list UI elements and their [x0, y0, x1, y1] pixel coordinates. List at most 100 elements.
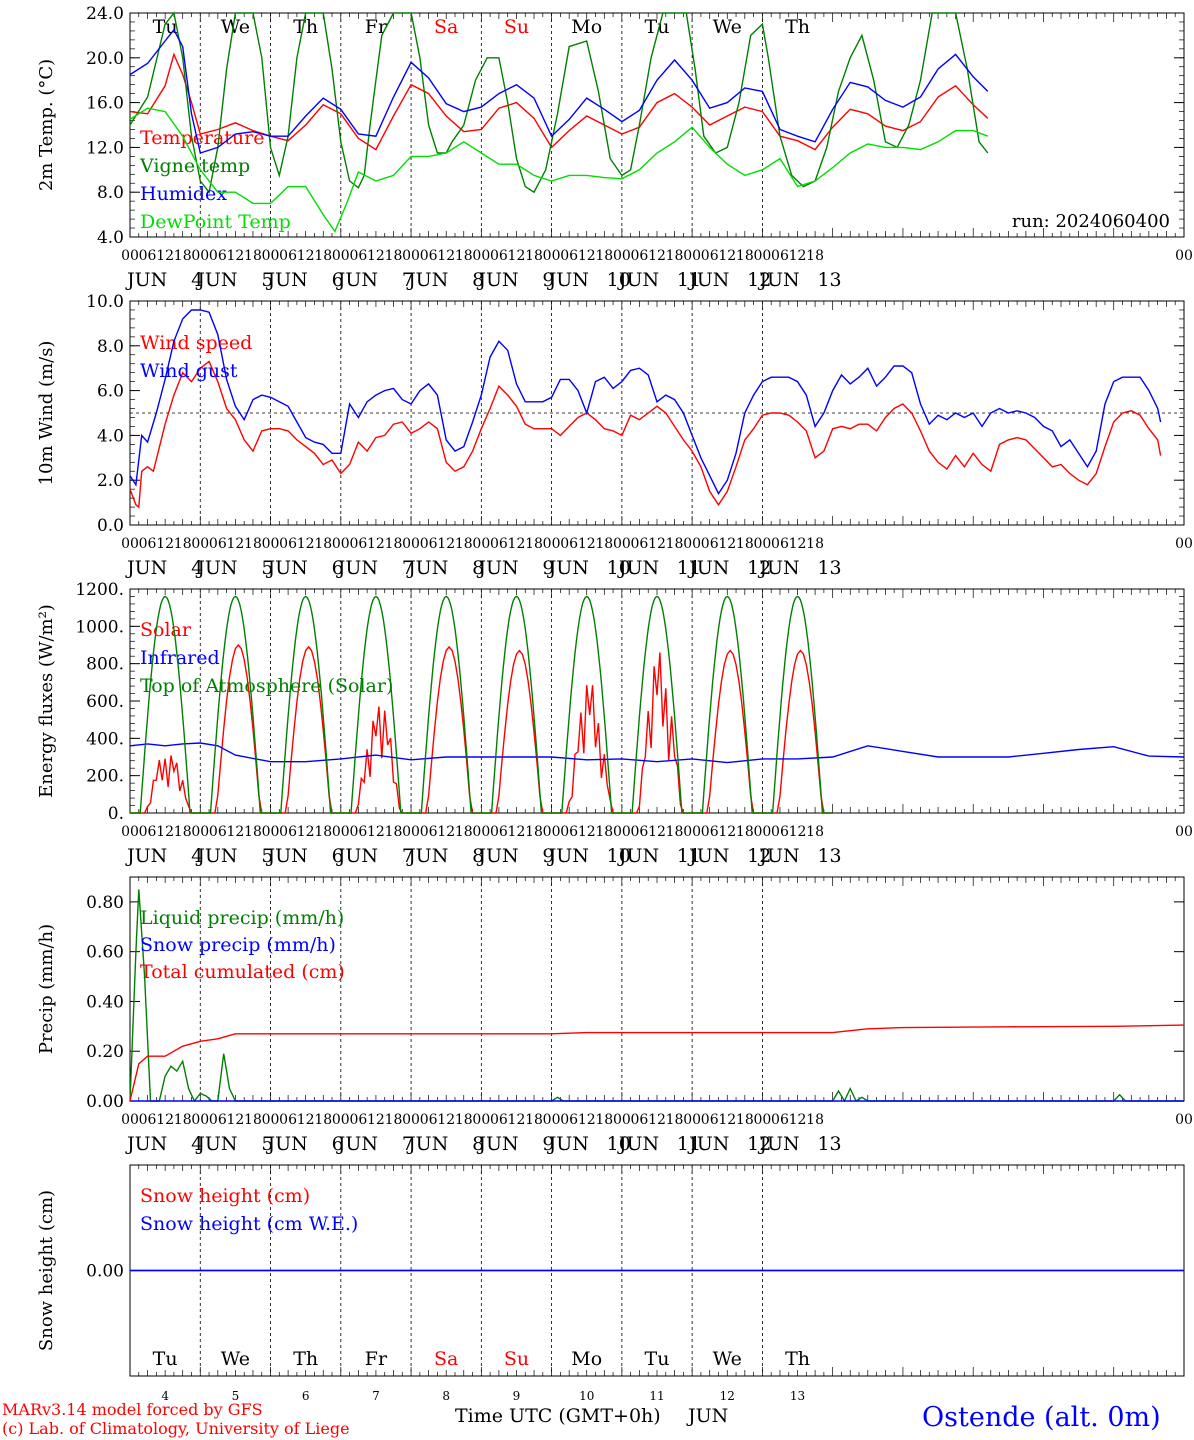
- date-month-label: JUN: [125, 557, 167, 579]
- hour-tick-label: 18: [806, 248, 824, 264]
- weekday-label: We: [221, 16, 250, 38]
- date-day-label: 8: [472, 845, 484, 867]
- date-day-label: 5: [261, 845, 273, 867]
- hour-tick-label: 18: [455, 248, 473, 264]
- date-day-label: 7: [402, 1133, 414, 1155]
- hour-tick-label: 00: [613, 824, 631, 840]
- series-line: [129, 28, 989, 154]
- hour-tick-label: 06: [349, 248, 367, 264]
- hour-tick-label: 00: [191, 248, 209, 264]
- hour-tick-label: 18: [244, 536, 262, 552]
- y-axis-label: Snow height (cm): [36, 1190, 57, 1351]
- y-tick-label: 16.0: [86, 94, 124, 114]
- weekday-label: Th: [785, 16, 810, 38]
- hour-tick-label: 06: [631, 824, 649, 840]
- date-day-label: 10: [607, 1133, 631, 1155]
- date-month-label: JUN: [547, 269, 589, 291]
- hour-tick-label: 12: [437, 824, 455, 840]
- date-day-label: 12: [747, 845, 771, 867]
- y-tick-label: 12.0: [86, 138, 124, 158]
- date-month-label: JUN: [476, 845, 518, 867]
- hour-tick-label: 18: [244, 824, 262, 840]
- date-month-label: JUN: [336, 845, 378, 867]
- date-day-label: 13: [817, 1133, 841, 1155]
- date-month-label: JUN: [266, 269, 308, 291]
- series-line: [129, 52, 989, 151]
- hour-tick-label: 00: [332, 536, 350, 552]
- date-month-label: JUN: [125, 845, 167, 867]
- hour-tick-label: 18: [666, 1112, 684, 1128]
- hour-tick-label: 12: [508, 536, 526, 552]
- legend-entry: Solar: [140, 619, 192, 641]
- date-day-label: 13: [817, 845, 841, 867]
- hour-tick-label: 18: [595, 248, 613, 264]
- hour-tick-label: 00: [472, 536, 490, 552]
- hour-tick-label: 00: [121, 536, 139, 552]
- hour-tick-label: 06: [771, 536, 789, 552]
- hour-tick-label: 12: [156, 248, 174, 264]
- hour-tick-label: 12: [367, 1112, 385, 1128]
- y-tick-label: 2.0: [97, 471, 124, 491]
- date-day-label: 10: [579, 1389, 594, 1403]
- hour-tick-label: 18: [314, 824, 332, 840]
- weekday-label: Tu: [153, 1348, 178, 1370]
- date-month-label: JUN: [617, 845, 659, 867]
- hour-tick-label: 18: [385, 536, 403, 552]
- date-day-label: 7: [402, 269, 414, 291]
- hour-tick-label: 12: [437, 248, 455, 264]
- hour-tick-label: 00: [683, 1112, 701, 1128]
- date-month-label: JUN: [266, 845, 308, 867]
- hour-tick-label: 12: [648, 1112, 666, 1128]
- weekday-label: Su: [504, 16, 529, 38]
- hour-tick-label: 00: [332, 248, 350, 264]
- hour-tick-label: 00: [191, 824, 209, 840]
- date-day-label: 5: [261, 269, 273, 291]
- hour-tick-label: 06: [771, 248, 789, 264]
- date-month-label: JUN: [476, 557, 518, 579]
- hour-tick-label: 06: [560, 248, 578, 264]
- hour-tick-label: 00: [262, 248, 280, 264]
- hour-tick-label: 06: [490, 824, 508, 840]
- date-month-label: JUN: [617, 269, 659, 291]
- hour-tick-label: 18: [806, 1112, 824, 1128]
- hour-tick-label: 18: [244, 1112, 262, 1128]
- legend-entry: Infrared: [140, 647, 220, 669]
- hour-tick-label: 12: [789, 248, 807, 264]
- date-month-label: JUN: [406, 557, 448, 579]
- date-day-label: 11: [677, 557, 701, 579]
- hour-tick-label: 18: [525, 536, 543, 552]
- hour-tick-label: 06: [139, 248, 157, 264]
- hour-tick-label: 12: [718, 248, 736, 264]
- hour-tick-label: 12: [297, 824, 315, 840]
- date-month-label: JUN: [757, 269, 799, 291]
- hour-tick-label: 18: [174, 536, 192, 552]
- hour-tick-label: 12: [578, 536, 596, 552]
- y-tick-label: 8.0: [97, 337, 124, 357]
- hour-tick-label: 18: [314, 1112, 332, 1128]
- weekday-label: Tu: [645, 1348, 670, 1370]
- date-month-label: JUN: [757, 557, 799, 579]
- hour-tick-label: 06: [139, 824, 157, 840]
- date-day-label: 10: [607, 557, 631, 579]
- weekday-label: Fr: [365, 1348, 388, 1370]
- hour-tick-label: 06: [560, 824, 578, 840]
- hour-tick-label: 06: [631, 1112, 649, 1128]
- y-axis-label: 2m Temp. (°C): [36, 59, 57, 191]
- hour-tick-label: 00: [402, 536, 420, 552]
- hour-tick-label: 00: [543, 824, 561, 840]
- date-month-label: JUN: [336, 1133, 378, 1155]
- hour-tick-label: 06: [279, 824, 297, 840]
- hour-tick-label: 06: [209, 1112, 227, 1128]
- hour-tick-label: 00: [613, 1112, 631, 1128]
- date-month-label: JUN: [476, 269, 518, 291]
- hour-tick-label: 12: [226, 824, 244, 840]
- hour-tick-label: 00: [121, 1112, 139, 1128]
- date-month-label: JUN: [336, 269, 378, 291]
- date-month-label: JUN: [406, 845, 448, 867]
- hour-tick-label: 12: [578, 824, 596, 840]
- hour-tick-label: 12: [508, 1112, 526, 1128]
- hour-tick-label: 12: [578, 248, 596, 264]
- hour-tick-label: 06: [631, 536, 649, 552]
- weekday-label: Th: [293, 1348, 318, 1370]
- date-month-label: JUN: [266, 557, 308, 579]
